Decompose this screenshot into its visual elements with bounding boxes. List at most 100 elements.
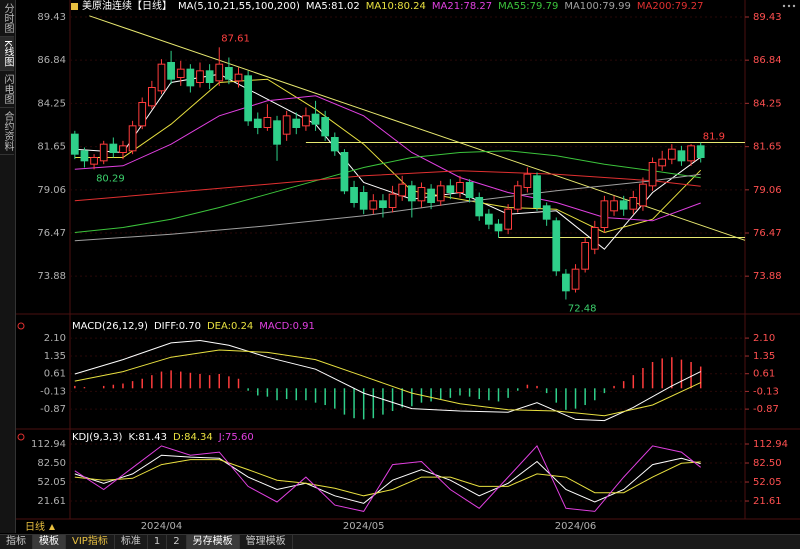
toolbar-tab[interactable]: 模板 [33,535,66,549]
sidebar-tab[interactable]: 分时图 [0,0,14,37]
series-line [74,339,701,422]
candle-body [523,173,532,189]
candle-body [302,115,310,127]
candle-body [552,220,561,272]
y-tick-label: 1.35 [753,351,775,362]
y-tick-label: 86.84 [753,55,782,66]
legend-item: MA100:79.99 [564,1,631,12]
series-line [74,95,701,222]
toolbar-tab[interactable]: 指标 [0,535,33,549]
candle-body [340,152,349,192]
candle-body [696,145,705,158]
candle-body [513,185,522,210]
candle-body [157,63,166,92]
candle-body [590,227,599,250]
legend-item: DIFF:0.70 [154,321,201,332]
legend-item: MACD(26,12,9) [72,321,148,332]
candle-body [350,187,358,203]
y-tick-label: -0.13 [753,386,779,397]
candle-body [369,200,378,210]
candle-body [253,118,262,128]
legend-item: MACD:0.91 [259,321,315,332]
y-tick-label: 89.43 [753,12,782,23]
series-line [74,150,701,233]
candle-body [205,70,214,84]
sidebar-tab[interactable]: 合约资料 [0,108,14,155]
y-tick-label: 82.50 [37,458,66,469]
y-tick-label: 2.10 [44,333,66,344]
candle-body [176,68,185,78]
y-tick-label: 52.05 [753,477,782,488]
toolbar-tab[interactable]: 标准 [115,535,148,549]
legend-item: DEA:0.24 [207,321,253,332]
chart: 日线 89.43 89.43 86.84 86.84 84.25 84.25 81.65 81… [0,0,800,534]
candle-body [494,223,503,232]
y-tick-label: 81.65 [37,142,66,153]
candle-body [629,197,638,210]
legend-item: J:75.60 [218,432,254,443]
legend-item: 美原油连续【日线】 [82,0,172,12]
period-arrow[interactable] [49,524,55,530]
y-tick-label: 76.47 [753,228,782,239]
legend-item: MA5:81.02 [306,1,360,12]
candle-body [90,157,98,165]
candle-body [398,183,407,197]
legend-item: MA21:78.27 [432,1,492,12]
candle-body [282,115,291,135]
sidebar-tab[interactable]: 闪电图 [0,71,14,108]
candle-body [417,187,426,202]
candle-body [379,200,387,208]
candle-body [263,117,272,128]
legend-item: KDJ(9,3,3) [72,432,123,443]
legend-item: MA55:79.79 [498,1,558,12]
series-line [74,170,701,202]
y-tick-label: 0.61 [44,369,66,380]
y-tick-label: -0.87 [40,404,66,415]
candle-body [436,185,445,202]
candle-body [581,242,590,270]
candle-body [292,118,301,128]
y-tick-label: 89.43 [37,12,66,23]
candle-body [196,70,204,84]
y-tick-label: 79.06 [37,185,66,196]
candle-body [407,185,416,202]
series-line [74,459,701,497]
candle-body [658,158,667,167]
toolbar-tab[interactable]: 2 [167,535,187,549]
candle-body [80,150,89,162]
candle-body [648,162,657,187]
candle-body [533,175,541,208]
y-tick-label: 21.61 [37,496,66,507]
toolbar-tab[interactable]: VIP指标 [66,535,115,549]
sidebar-tab[interactable]: K线图 [0,37,14,71]
candle-body [600,200,609,228]
y-tick-label: 2.10 [753,333,775,344]
y-tick-label: 86.84 [37,55,66,66]
candle-body [167,62,175,80]
toolbar-tab[interactable]: 管理模板 [240,535,293,549]
candle-body [619,200,628,210]
candle-body [484,213,493,225]
candle-body [359,192,368,210]
candle-body [446,185,455,193]
toolbar-tab[interactable]: 1 [148,535,168,549]
toolbar-tab[interactable]: 另存模板 [186,535,240,549]
menu-icon[interactable] [787,4,791,8]
candle-body [504,208,512,230]
candle-body [427,188,435,204]
candle-body [542,205,551,220]
candle-body [234,73,243,82]
period-label[interactable]: 日线 [25,520,45,533]
sidebar: 分时图 K线图 闪电图 合约资料 [0,0,16,533]
candle-body [138,102,147,127]
menu-icon[interactable] [782,4,786,8]
candle-body [128,125,137,152]
candle-body [330,137,339,152]
candle-body [225,67,233,80]
panel-icon [17,433,25,441]
y-tick-label: 79.06 [753,185,782,196]
series-line [74,445,702,512]
background [0,0,800,534]
menu-icon[interactable] [792,4,796,8]
